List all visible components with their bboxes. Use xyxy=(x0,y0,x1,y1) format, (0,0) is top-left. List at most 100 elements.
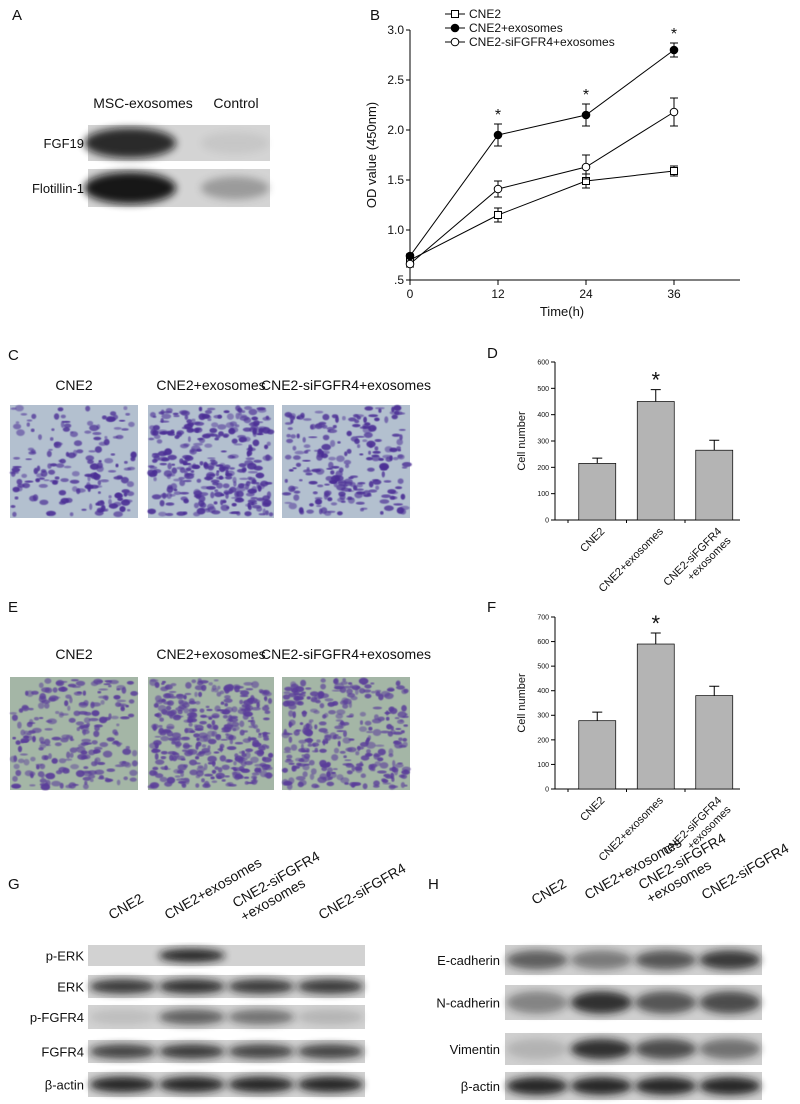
cell xyxy=(213,688,219,693)
cell xyxy=(208,433,218,437)
cell xyxy=(68,717,76,723)
cell xyxy=(359,726,367,732)
cell xyxy=(38,747,44,751)
cell xyxy=(216,775,222,780)
cell xyxy=(201,684,207,691)
cell xyxy=(294,765,300,769)
cell xyxy=(287,427,293,431)
cell xyxy=(392,456,399,461)
cell xyxy=(220,702,225,705)
cell xyxy=(199,492,209,497)
cell xyxy=(167,454,177,461)
cell xyxy=(113,695,121,700)
cell xyxy=(108,498,112,505)
cell xyxy=(189,769,198,776)
cell xyxy=(221,726,231,733)
cell xyxy=(234,757,240,761)
cell xyxy=(319,748,327,753)
cell xyxy=(207,745,211,750)
cell xyxy=(170,429,175,434)
y-tick-label: 500 xyxy=(537,386,549,393)
y-tick-label: 600 xyxy=(537,639,549,646)
image-title: CNE2+exosomes xyxy=(156,646,265,662)
cell xyxy=(346,430,352,437)
cell xyxy=(125,412,131,416)
cell xyxy=(123,499,133,503)
cell xyxy=(173,488,178,492)
cell xyxy=(332,424,337,429)
cell xyxy=(89,484,99,489)
cell xyxy=(245,748,254,753)
x-tick-label-line: CNE2+exosomes xyxy=(597,525,667,595)
cell xyxy=(97,500,105,506)
cell xyxy=(87,420,94,426)
cell xyxy=(116,742,121,747)
cell xyxy=(26,690,34,697)
cell xyxy=(94,758,98,766)
cell xyxy=(30,428,35,433)
cell xyxy=(183,707,189,714)
cell xyxy=(115,434,124,440)
cell xyxy=(379,499,390,504)
cell xyxy=(241,704,249,708)
cell xyxy=(93,724,103,728)
cell xyxy=(293,455,301,460)
cell xyxy=(149,425,155,430)
cell xyxy=(167,433,176,436)
cell xyxy=(391,406,395,413)
cell xyxy=(21,473,28,478)
cell xyxy=(94,746,103,751)
cell xyxy=(224,684,234,691)
cell xyxy=(89,424,99,432)
cell xyxy=(226,746,237,751)
cell xyxy=(366,457,373,461)
cell xyxy=(265,510,269,516)
cell xyxy=(374,417,380,422)
cell xyxy=(336,455,345,463)
y-tick-label: 0 xyxy=(545,786,549,793)
cell xyxy=(185,467,192,472)
cell xyxy=(397,478,404,485)
cell xyxy=(125,745,130,750)
cell xyxy=(222,500,227,503)
cell xyxy=(220,499,224,506)
cell xyxy=(365,752,372,757)
row-label: FGFR4 xyxy=(41,1045,84,1060)
cell xyxy=(227,714,233,721)
cell xyxy=(81,738,92,743)
cell xyxy=(83,766,89,770)
cell xyxy=(288,469,294,472)
cell xyxy=(336,774,344,781)
cell xyxy=(220,493,225,497)
cell xyxy=(152,766,159,771)
cell xyxy=(166,726,174,729)
cell xyxy=(384,446,393,453)
cell xyxy=(184,414,189,420)
cell xyxy=(300,756,310,763)
cell xyxy=(384,692,394,700)
cell xyxy=(256,407,266,411)
cell xyxy=(176,511,186,516)
cell xyxy=(87,459,94,464)
cell xyxy=(148,437,155,441)
cell xyxy=(225,782,232,787)
cell xyxy=(88,450,96,453)
cell xyxy=(282,694,291,700)
cell xyxy=(39,736,45,743)
panel-label: E xyxy=(8,599,18,616)
cell xyxy=(93,678,103,685)
blot-band xyxy=(699,1077,761,1095)
cell xyxy=(70,738,75,741)
cell xyxy=(302,437,306,443)
cell xyxy=(265,745,270,749)
cell xyxy=(232,455,236,459)
cell xyxy=(288,777,295,784)
cell xyxy=(79,702,87,706)
cell xyxy=(368,450,372,455)
cell xyxy=(252,430,257,437)
cell xyxy=(63,423,72,429)
cell xyxy=(346,448,352,454)
cell xyxy=(347,693,356,698)
cell xyxy=(262,495,270,501)
legend-marker xyxy=(450,37,460,47)
